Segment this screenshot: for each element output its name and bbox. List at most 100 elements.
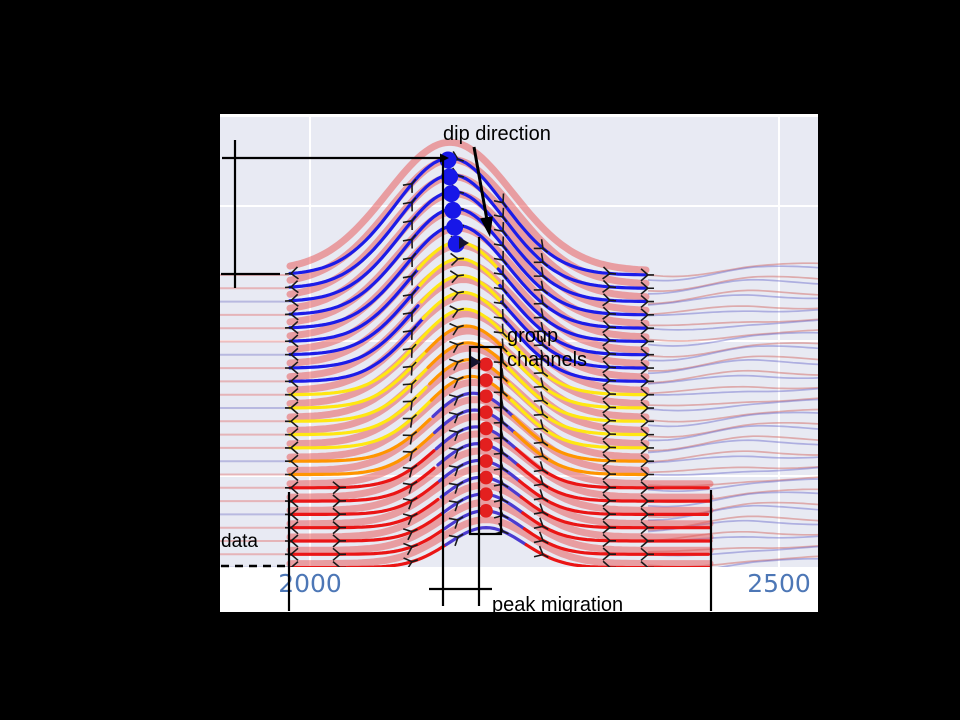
channel-curve-left xyxy=(288,543,448,567)
receiver-marker xyxy=(493,308,508,324)
raw-curve xyxy=(286,396,650,474)
receiver-marker xyxy=(640,454,655,468)
faint-trace-right xyxy=(647,289,818,305)
receiver-marker xyxy=(533,239,549,253)
receiver-marker xyxy=(402,271,417,286)
faint-trace-right xyxy=(647,308,818,317)
channel-curves-layer xyxy=(288,156,713,567)
channel-curve-apex xyxy=(429,374,513,402)
channel-curve-left xyxy=(288,466,436,503)
receiver-marker xyxy=(533,531,549,545)
receiver-marker xyxy=(640,481,655,495)
faint-trace-right xyxy=(647,478,818,493)
faint-trace-right xyxy=(647,294,818,306)
receiver-marker xyxy=(533,447,549,461)
channel-group-dot xyxy=(479,405,493,420)
receiver-marker xyxy=(493,193,508,208)
faint-trace-right xyxy=(647,450,818,463)
channel-group-dot xyxy=(479,454,493,468)
channel-group-dot xyxy=(479,389,493,404)
receiver-marker xyxy=(533,294,549,309)
receiver-marker xyxy=(602,306,617,320)
receiver-marker xyxy=(493,250,508,266)
receiver-marker xyxy=(640,521,655,535)
receiver-marker xyxy=(602,400,617,414)
channel-curve-right xyxy=(499,300,648,370)
raw-curve xyxy=(286,138,650,274)
receiver-marker xyxy=(402,252,417,268)
receiver-marker xyxy=(640,560,654,567)
receiver-marker xyxy=(533,308,549,322)
faint-trace-right xyxy=(647,455,818,464)
receiver-marker xyxy=(403,542,418,556)
receiver-marker xyxy=(533,489,549,503)
faint-trace-right xyxy=(647,421,818,438)
raw-curve xyxy=(286,258,650,368)
receiver-marker xyxy=(640,467,655,482)
receiver-marker xyxy=(533,252,549,267)
receiver-marker xyxy=(602,279,617,293)
receiver-marker xyxy=(602,547,617,561)
receiver-marker xyxy=(602,320,617,334)
receiver-marker xyxy=(448,411,464,424)
receiver-marker xyxy=(533,461,549,475)
dip-direction-dot xyxy=(444,201,462,219)
faint-trace-right xyxy=(647,275,818,292)
channel-curve xyxy=(288,206,648,317)
receiver-marker xyxy=(332,521,347,535)
receiver-marker xyxy=(493,222,508,237)
receiver-marker xyxy=(402,464,418,478)
receiver-marker xyxy=(640,348,655,362)
receiver-marker xyxy=(402,197,417,212)
receiver-marker xyxy=(533,266,549,281)
receiver-marker xyxy=(402,480,418,494)
receiver-marker xyxy=(448,463,464,477)
channel-curve-left xyxy=(288,285,420,357)
receiver-marker xyxy=(533,377,549,391)
receiver-marker xyxy=(285,481,299,495)
faint-trace-right xyxy=(648,355,818,372)
receiver-marker xyxy=(640,507,655,521)
receiver-marker xyxy=(602,386,617,401)
receiver-marker xyxy=(602,266,617,280)
raw-curve xyxy=(286,327,650,421)
receiver-marker xyxy=(285,467,299,482)
receiver-marker xyxy=(493,265,508,280)
receiver-marker xyxy=(448,498,464,512)
raw-curve xyxy=(286,275,650,381)
chart-figure: 2000 2500 dip direction group channels d… xyxy=(220,114,818,612)
faint-trace-right xyxy=(647,319,818,331)
receiver-marker xyxy=(449,340,464,354)
receiver-marker xyxy=(602,360,617,374)
receiver-marker xyxy=(403,557,418,567)
faint-trace-right xyxy=(716,557,818,567)
receiver-marker xyxy=(533,419,549,433)
receiver-marker xyxy=(493,236,508,251)
faint-trace-right xyxy=(647,305,818,316)
receiver-marker xyxy=(284,454,299,468)
receiver-marker xyxy=(402,215,417,231)
faint-trace-right xyxy=(648,466,818,476)
receiver-marker xyxy=(640,534,654,548)
channel-curve xyxy=(288,156,648,277)
receiver-marker xyxy=(284,266,299,280)
receiver-marker xyxy=(402,528,418,541)
channel-curve-left xyxy=(288,449,436,490)
receiver-marker xyxy=(402,234,417,249)
channel-group-dot xyxy=(479,357,493,372)
channel-curve xyxy=(288,173,648,290)
receiver-marker xyxy=(533,363,549,378)
bracket-arrowhead xyxy=(440,153,449,163)
faint-trace-right xyxy=(647,345,818,362)
receiver-marker xyxy=(402,396,417,411)
receiver-marker xyxy=(448,358,464,371)
receiver-marker xyxy=(448,376,464,389)
receiver-marker xyxy=(640,401,655,415)
faint-trace-right xyxy=(647,411,818,428)
channel-curve-right xyxy=(511,414,647,463)
channel-curve-right xyxy=(504,349,648,410)
receiver-marker xyxy=(449,305,465,319)
receiver-marker xyxy=(284,401,299,415)
channel-curve-left xyxy=(288,318,424,383)
